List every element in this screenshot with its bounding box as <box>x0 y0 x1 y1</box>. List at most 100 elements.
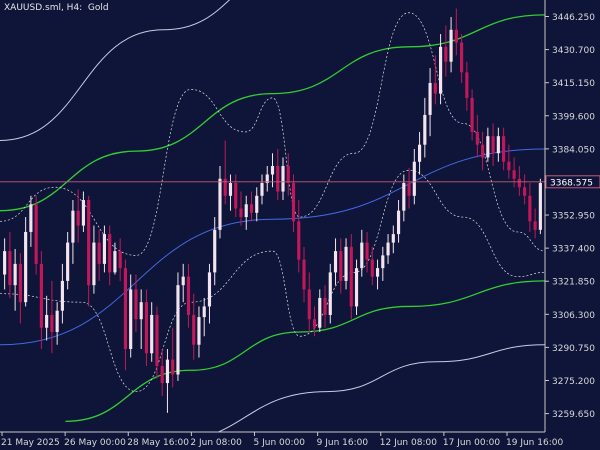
candle-body <box>502 136 506 162</box>
candle-body <box>139 302 143 320</box>
candle-body <box>81 200 85 226</box>
candle-body <box>102 234 106 264</box>
candle-body <box>218 178 222 230</box>
candle-body <box>76 210 80 226</box>
candle-body <box>60 280 64 311</box>
candle-body <box>34 204 38 264</box>
current-price-box <box>545 175 600 189</box>
candle-body <box>444 46 448 62</box>
candle-body <box>481 144 485 158</box>
mid-line <box>0 148 545 346</box>
y-tick-label: 3259.650 <box>552 410 595 420</box>
candle-body <box>192 314 196 345</box>
candle-body <box>375 268 380 277</box>
candle-body <box>486 136 490 158</box>
candle-body <box>171 359 175 375</box>
x-tick-label: 12 Jun 08:00 <box>380 438 437 448</box>
candle-body <box>312 319 317 328</box>
candle-body <box>344 246 348 281</box>
candle-body <box>328 272 332 315</box>
candle-body <box>538 183 542 230</box>
candle-body <box>24 231 28 303</box>
candle-body <box>239 208 243 218</box>
candle-body <box>281 165 285 192</box>
candle-body <box>223 178 227 196</box>
candle-body <box>286 165 290 184</box>
candle-body <box>129 289 133 350</box>
x-tick-label: 28 May 16:00 <box>127 438 189 448</box>
y-tick-label: 3430.700 <box>552 46 595 56</box>
candle-body <box>354 268 359 307</box>
candle-body <box>3 251 7 275</box>
candle-body <box>202 306 206 318</box>
candle-body <box>307 289 311 320</box>
candle-body <box>97 242 101 264</box>
candle-body <box>428 82 432 115</box>
candle-body <box>528 195 532 222</box>
candle-body <box>333 251 338 273</box>
candle-body <box>449 29 453 62</box>
outer-upper-channel <box>0 0 231 141</box>
candle-body <box>66 242 70 281</box>
candle-body <box>197 317 201 345</box>
y-tick-label: 3384.050 <box>552 145 595 155</box>
x-tick-label: 21 May 2025 <box>1 438 60 448</box>
current-price-label: 3368.575 <box>550 178 593 188</box>
y-tick-label: 3337.400 <box>552 245 595 255</box>
candle-body <box>255 195 259 213</box>
candle-body <box>181 276 185 286</box>
candle-body <box>407 183 411 196</box>
candle-body <box>234 183 238 209</box>
y-tick-label: 3352.950 <box>552 212 595 222</box>
y-tick-label: 3446.250 <box>552 13 595 23</box>
candle-body <box>439 46 443 94</box>
candle-body <box>291 183 296 222</box>
lower-envelope <box>0 169 545 392</box>
candle-body <box>297 221 301 260</box>
x-tick-label: 5 Jun 00:00 <box>254 438 306 448</box>
candle-body <box>412 161 416 196</box>
candle-body <box>55 310 59 332</box>
candle-body <box>228 183 233 196</box>
candle-body <box>160 366 164 384</box>
candle-body <box>176 285 180 375</box>
candle-body <box>523 187 527 196</box>
candle-body <box>29 204 33 232</box>
candle-body <box>465 72 469 98</box>
candle-body <box>207 272 212 307</box>
candle-body <box>276 165 280 192</box>
x-tick-label: 9 Jun 16:00 <box>317 438 369 448</box>
candle-body <box>323 297 327 315</box>
candle-body <box>144 302 149 354</box>
candle-body <box>265 174 269 184</box>
y-tick-label: 3321.850 <box>552 278 595 288</box>
candle-body <box>423 114 427 145</box>
candle-body <box>512 170 516 179</box>
candle-body <box>417 144 422 162</box>
candle-body <box>155 314 159 367</box>
candle-body <box>507 161 511 171</box>
candle-body <box>470 97 474 132</box>
candle-body <box>118 251 122 269</box>
candle-body <box>270 165 275 175</box>
candle-body <box>249 204 254 213</box>
candle-body <box>123 268 128 350</box>
candle-body <box>370 259 374 277</box>
x-tick-label: 2 Jun 08:00 <box>190 438 242 448</box>
x-tick-label: 17 Jun 00:00 <box>443 438 500 448</box>
candle-body <box>260 183 264 196</box>
candle-body <box>391 234 395 243</box>
candle-body <box>396 210 401 235</box>
candle-body <box>491 136 495 154</box>
candle-body <box>39 263 43 328</box>
candle-body <box>213 229 217 273</box>
candle-body <box>475 131 479 145</box>
candle-body <box>113 251 117 273</box>
chart-title: XAUUSD.sml, H4: Gold <box>4 3 109 13</box>
candle-body <box>244 204 248 218</box>
candle-body <box>365 242 369 260</box>
candle-body <box>517 178 521 188</box>
candle-body <box>108 234 112 273</box>
